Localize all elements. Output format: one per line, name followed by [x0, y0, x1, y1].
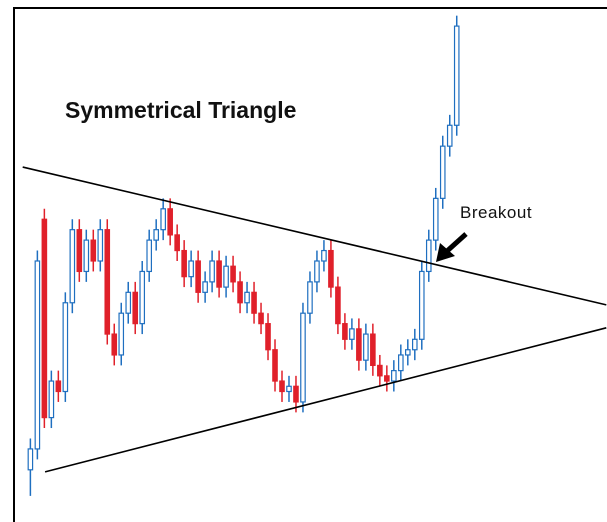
candle-body [62, 302, 69, 393]
candle-body [188, 260, 194, 278]
candle-body [300, 312, 306, 403]
candle-body [237, 281, 243, 304]
candle-body [293, 385, 299, 403]
annotation: Breakout [460, 203, 532, 222]
candle-body [321, 249, 327, 262]
candle-body [111, 333, 118, 356]
candle-body [363, 333, 369, 361]
trendline [44, 327, 607, 473]
candle-body [76, 229, 83, 273]
candle-body [251, 291, 257, 314]
candle-body [425, 239, 432, 273]
candle-body [195, 260, 201, 293]
arrow-head [436, 243, 455, 262]
candle-body [328, 249, 334, 288]
candle-body [418, 270, 425, 340]
candle-body [104, 229, 111, 335]
candle-body [384, 375, 390, 382]
candle-body [439, 145, 446, 199]
candle-body [258, 312, 264, 325]
candle-body [160, 208, 166, 231]
candle-body [265, 323, 271, 351]
candle-body [27, 448, 34, 471]
candle-body [244, 291, 250, 304]
candle-body [335, 286, 341, 325]
candle-body [370, 333, 376, 366]
candle-body [432, 197, 439, 241]
candle-body [202, 281, 208, 293]
candle-body [411, 338, 418, 351]
candle-body [391, 370, 397, 382]
candle-body [342, 323, 348, 340]
candle-body [174, 234, 180, 252]
candle-body [356, 328, 362, 361]
candle-body [69, 229, 76, 304]
candle-body [181, 249, 187, 278]
candle-body [118, 312, 125, 356]
candle-body [453, 25, 460, 126]
candle-body [279, 380, 285, 393]
candle-body [223, 265, 229, 288]
candle-body [286, 385, 292, 393]
candle-body [272, 349, 278, 382]
candle-body [41, 218, 48, 419]
candle-body [314, 260, 320, 283]
candle-body [83, 239, 90, 273]
candle-body [405, 349, 411, 356]
candle-body [230, 265, 236, 283]
candle-body [377, 364, 383, 377]
candle-body [90, 239, 97, 262]
candle-body [446, 124, 453, 147]
candle-body [139, 270, 146, 325]
frame [13, 7, 607, 522]
candle-body [307, 281, 313, 314]
candle-body [55, 380, 62, 393]
candle-body [97, 229, 104, 262]
candle-body [398, 354, 404, 372]
candle-body [34, 260, 41, 450]
candle-body [167, 208, 173, 236]
trendline [22, 166, 607, 306]
chart-title: Symmetrical Triangle [65, 97, 296, 123]
arrow-shaft [444, 232, 468, 254]
candle-body [209, 260, 215, 283]
candle-body [146, 239, 153, 273]
candle-body [48, 380, 55, 419]
candle-body [216, 260, 222, 288]
candle-body [132, 291, 139, 325]
candle-body [125, 291, 132, 314]
candle-body [349, 328, 355, 340]
candle-body [153, 229, 159, 241]
